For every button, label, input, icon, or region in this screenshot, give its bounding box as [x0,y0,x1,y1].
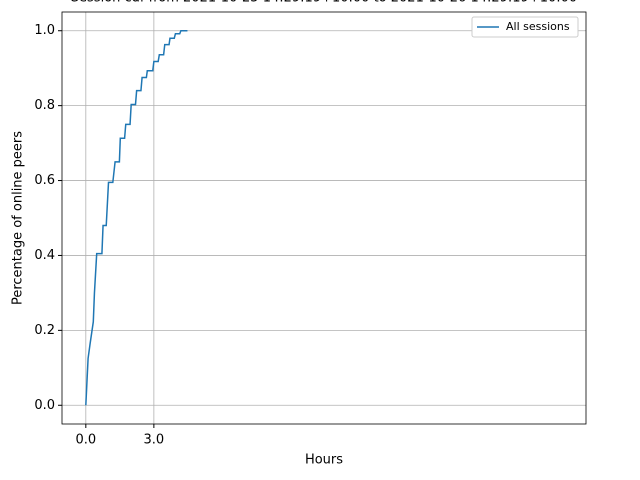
x-tick-label: 3.0 [144,433,165,448]
legend-label: All sessions [506,20,570,33]
y-axis-label: Percentage of online peers [11,131,26,305]
line [85,29,188,406]
y-tick-label: 0.2 [34,323,55,338]
y-tick-label: 0.0 [34,398,55,413]
chart-title: Session cdf from 2021-10-25 14:29:19+10:… [71,0,577,6]
y-tick-label: 0.8 [34,98,55,113]
x-axis-label: Hours [305,453,343,468]
x-tick-label: 0.0 [75,433,96,448]
y-tick-label: 0.6 [34,173,55,188]
y-tick-label: 0.4 [34,248,55,263]
legend-box [471,16,579,38]
plot-frame [61,11,587,425]
y-tick-label: 1.0 [34,23,55,38]
